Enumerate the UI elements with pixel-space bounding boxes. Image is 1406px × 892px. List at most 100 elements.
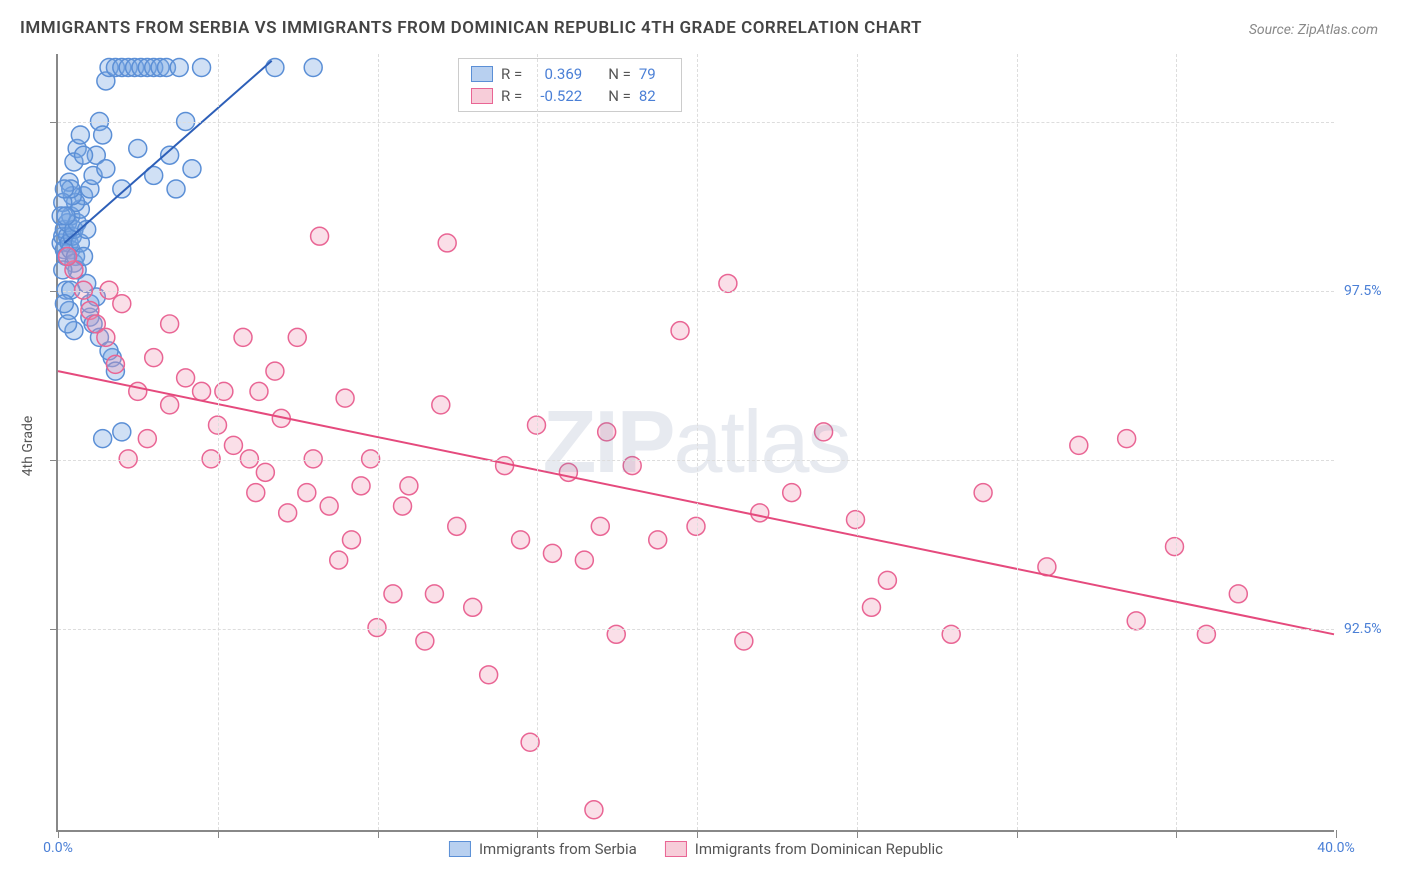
data-point xyxy=(129,382,147,400)
data-point xyxy=(783,484,801,502)
data-point xyxy=(183,160,201,178)
data-point xyxy=(607,625,625,643)
data-point xyxy=(320,497,338,515)
data-point xyxy=(649,531,667,549)
data-point xyxy=(59,247,77,265)
data-point xyxy=(815,423,833,441)
data-point xyxy=(234,328,252,346)
data-point xyxy=(59,315,77,333)
swatch-dominican xyxy=(471,88,493,104)
data-point xyxy=(177,369,195,387)
data-point xyxy=(224,436,242,454)
data-point xyxy=(55,180,73,198)
data-point xyxy=(942,625,960,643)
data-point xyxy=(113,180,131,198)
data-point xyxy=(352,477,370,495)
data-point xyxy=(161,315,179,333)
y-tick-label: 97.5% xyxy=(1344,283,1394,299)
swatch-serbia xyxy=(471,66,493,82)
data-point xyxy=(425,585,443,603)
correlation-legend: R = 0.369 N = 79 R = -0.522 N = 82 xyxy=(458,58,682,112)
data-point xyxy=(129,139,147,157)
data-point xyxy=(247,484,265,502)
data-point xyxy=(298,484,316,502)
data-point xyxy=(97,328,115,346)
data-point xyxy=(106,355,124,373)
chart-title: IMMIGRANTS FROM SERBIA VS IMMIGRANTS FRO… xyxy=(20,18,922,38)
data-point xyxy=(974,484,992,502)
plot-svg xyxy=(58,54,1334,830)
data-point xyxy=(193,59,211,77)
series-legend: Immigrants from Serbia Immigrants from D… xyxy=(449,840,943,858)
data-point xyxy=(512,531,530,549)
data-point xyxy=(193,382,211,400)
legend-row-dominican: R = -0.522 N = 82 xyxy=(471,85,669,107)
data-point xyxy=(878,571,896,589)
data-point xyxy=(1229,585,1247,603)
data-point xyxy=(751,504,769,522)
plot-area: ZIPatlas R = 0.369 N = 79 R = -0.522 N =… xyxy=(56,54,1334,832)
data-point xyxy=(167,180,185,198)
swatch-serbia-icon xyxy=(449,841,471,857)
data-point xyxy=(735,632,753,650)
swatch-dominican-icon xyxy=(665,841,687,857)
data-point xyxy=(71,126,89,144)
data-point xyxy=(170,59,188,77)
data-point xyxy=(719,274,737,292)
y-tick-label: 92.5% xyxy=(1344,621,1394,637)
data-point xyxy=(161,396,179,414)
chart-container: IMMIGRANTS FROM SERBIA VS IMMIGRANTS FRO… xyxy=(0,0,1406,892)
x-tick-label: 40.0% xyxy=(1317,840,1355,856)
x-tick-label: 0.0% xyxy=(43,840,73,856)
data-point xyxy=(1166,538,1184,556)
data-point xyxy=(55,295,73,313)
data-point xyxy=(585,801,603,819)
data-point xyxy=(416,632,434,650)
data-point xyxy=(113,423,131,441)
data-point xyxy=(464,598,482,616)
data-point xyxy=(94,126,112,144)
data-point xyxy=(119,450,137,468)
data-point xyxy=(304,450,322,468)
data-point xyxy=(250,382,268,400)
data-point xyxy=(448,517,466,535)
data-point xyxy=(256,463,274,481)
legend-item-dominican: Immigrants from Dominican Republic xyxy=(665,840,943,858)
legend-label-serbia: Immigrants from Serbia xyxy=(479,840,637,858)
data-point xyxy=(330,551,348,569)
data-point xyxy=(138,430,156,448)
data-point xyxy=(94,430,112,448)
data-point xyxy=(438,234,456,252)
data-point xyxy=(266,362,284,380)
data-point xyxy=(75,146,93,164)
data-point xyxy=(342,531,360,549)
data-point xyxy=(862,598,880,616)
data-point xyxy=(311,227,329,245)
data-point xyxy=(304,59,322,77)
legend-row-serbia: R = 0.369 N = 79 xyxy=(471,63,669,85)
legend-item-serbia: Immigrants from Serbia xyxy=(449,840,637,858)
data-point xyxy=(598,423,616,441)
data-point xyxy=(1118,430,1136,448)
data-point xyxy=(336,389,354,407)
data-point xyxy=(543,544,561,562)
data-point xyxy=(575,551,593,569)
data-point xyxy=(1127,612,1145,630)
data-point xyxy=(288,328,306,346)
data-point xyxy=(240,450,258,468)
source-label: Source: ZipAtlas.com xyxy=(1249,22,1378,38)
data-point xyxy=(394,497,412,515)
data-point xyxy=(1070,436,1088,454)
data-point xyxy=(279,504,297,522)
trend-line xyxy=(58,371,1334,634)
data-point xyxy=(1197,625,1215,643)
data-point xyxy=(591,517,609,535)
data-point xyxy=(266,59,284,77)
data-point xyxy=(847,511,865,529)
data-point xyxy=(671,322,689,340)
data-point xyxy=(400,477,418,495)
data-point xyxy=(480,666,498,684)
data-point xyxy=(687,517,705,535)
y-axis-label: 4th Grade xyxy=(20,416,36,477)
data-point xyxy=(384,585,402,603)
